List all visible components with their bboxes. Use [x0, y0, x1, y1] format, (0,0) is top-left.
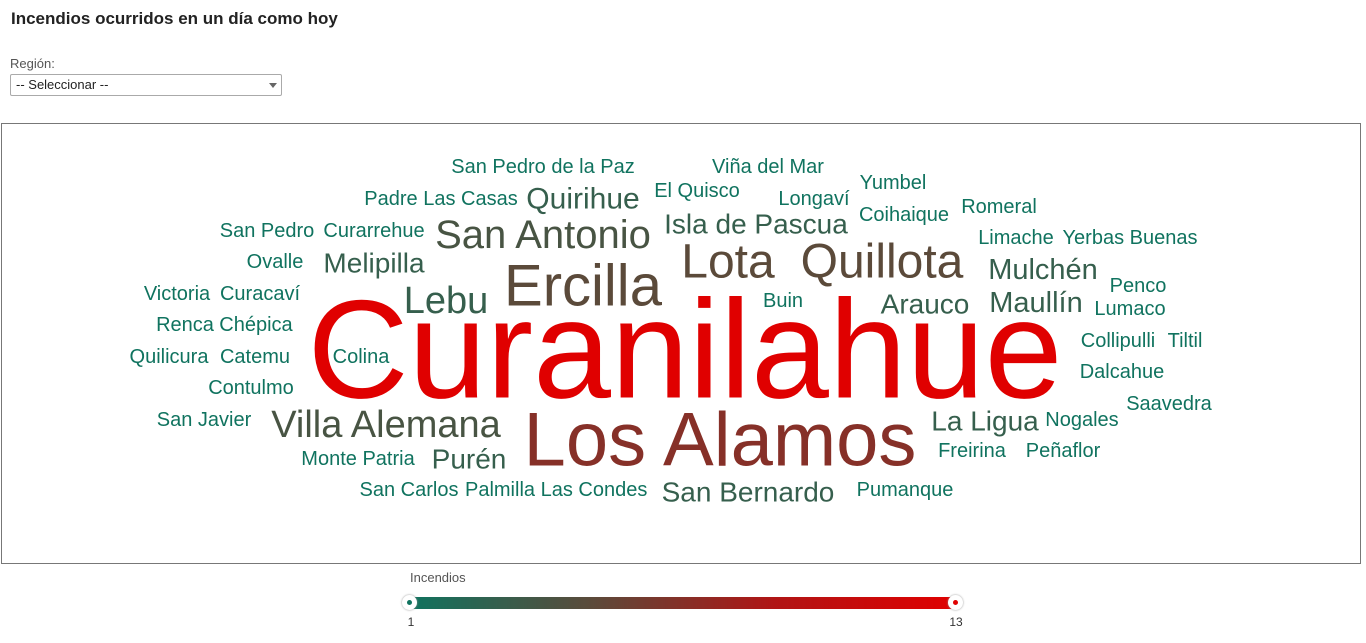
- legend-max-label: 13: [949, 615, 963, 629]
- word-padre-las-casas[interactable]: Padre Las Casas: [364, 188, 517, 210]
- word-maullin[interactable]: Maullín: [989, 287, 1083, 319]
- word-coihaique[interactable]: Coihaique: [859, 204, 949, 226]
- word-chepica[interactable]: Chépica: [219, 314, 293, 336]
- word-lumaco[interactable]: Lumaco: [1094, 298, 1165, 320]
- word-freirina[interactable]: Freirina: [938, 440, 1007, 462]
- word-limache[interactable]: Limache: [978, 227, 1054, 249]
- word-mulchen[interactable]: Mulchén: [988, 254, 1098, 286]
- word-curacavi[interactable]: Curacaví: [220, 283, 300, 305]
- word-vina-del-mar[interactable]: Viña del Mar: [712, 156, 824, 178]
- word-colina[interactable]: Colina: [333, 346, 391, 368]
- wordcloud-panel: Curanilahue Los Alamos Ercilla Lota Quillota…: [1, 123, 1361, 564]
- word-la-ligua[interactable]: La Ligua: [931, 406, 1039, 437]
- word-curarrehue[interactable]: Curarrehue: [323, 220, 424, 242]
- word-buin[interactable]: Buin: [763, 290, 803, 312]
- word-san-antonio[interactable]: San Antonio: [435, 213, 651, 257]
- region-label: Región:: [10, 56, 55, 71]
- word-tiltil[interactable]: Tiltil: [1168, 330, 1203, 352]
- word-arauco[interactable]: Arauco: [881, 289, 970, 320]
- legend-title: Incendios: [410, 570, 466, 585]
- word-catemu[interactable]: Catemu: [220, 346, 290, 368]
- word-puren[interactable]: Purén: [432, 444, 507, 475]
- word-san-pedro-de-la-paz[interactable]: San Pedro de la Paz: [451, 156, 634, 178]
- chevron-down-icon: [269, 83, 277, 88]
- word-el-quisco[interactable]: El Quisco: [654, 180, 740, 202]
- word-yerbas-buenas[interactable]: Yerbas Buenas: [1063, 227, 1198, 249]
- word-yumbel[interactable]: Yumbel: [860, 172, 927, 194]
- word-ercilla[interactable]: Ercilla: [504, 254, 663, 319]
- word-romeral[interactable]: Romeral: [961, 196, 1037, 218]
- legend-max-handle[interactable]: [948, 595, 963, 610]
- page-title: Incendios ocurridos en un día como hoy: [11, 9, 338, 28]
- word-penco[interactable]: Penco: [1110, 275, 1167, 297]
- word-nogales[interactable]: Nogales: [1045, 409, 1118, 431]
- word-san-javier[interactable]: San Javier: [157, 409, 252, 431]
- word-lebu[interactable]: Lebu: [404, 280, 489, 322]
- word-las-condes[interactable]: Las Condes: [541, 479, 648, 501]
- word-dalcahue[interactable]: Dalcahue: [1080, 361, 1165, 383]
- word-victoria[interactable]: Victoria: [144, 283, 211, 305]
- word-ovalle[interactable]: Ovalle: [247, 251, 304, 273]
- word-penaflor[interactable]: Peñaflor: [1026, 440, 1101, 462]
- word-palmilla[interactable]: Palmilla: [465, 479, 536, 501]
- region-select-value: -- Seleccionar --: [16, 77, 109, 92]
- word-monte-patria[interactable]: Monte Patria: [301, 448, 415, 470]
- word-longavi[interactable]: Longaví: [778, 188, 850, 210]
- word-villa-alemana[interactable]: Villa Alemana: [271, 404, 501, 446]
- word-contulmo[interactable]: Contulmo: [208, 377, 294, 399]
- legend-color-scale: [410, 597, 956, 609]
- word-los-alamos[interactable]: Los Alamos: [524, 398, 917, 483]
- word-renca[interactable]: Renca: [156, 314, 215, 336]
- region-select[interactable]: -- Seleccionar --: [10, 74, 282, 96]
- legend-min-label: 1: [407, 615, 415, 629]
- word-saavedra[interactable]: Saavedra: [1126, 393, 1212, 415]
- legend-min-handle[interactable]: [402, 595, 417, 610]
- word-san-bernardo[interactable]: San Bernardo: [662, 477, 835, 508]
- word-san-carlos[interactable]: San Carlos: [360, 479, 459, 501]
- word-pumanque[interactable]: Pumanque: [857, 479, 954, 501]
- word-collipulli[interactable]: Collipulli: [1081, 330, 1155, 352]
- word-san-pedro[interactable]: San Pedro: [220, 220, 315, 242]
- word-quillota[interactable]: Quillota: [801, 236, 964, 289]
- word-lota[interactable]: Lota: [681, 236, 775, 289]
- word-quilicura[interactable]: Quilicura: [130, 346, 210, 368]
- word-curanilahue[interactable]: Curanilahue: [308, 271, 1063, 428]
- word-isla-de-pascua[interactable]: Isla de Pascua: [664, 209, 848, 240]
- word-melipilla[interactable]: Melipilla: [323, 248, 425, 279]
- word-quirihue[interactable]: Quirihue: [526, 183, 639, 216]
